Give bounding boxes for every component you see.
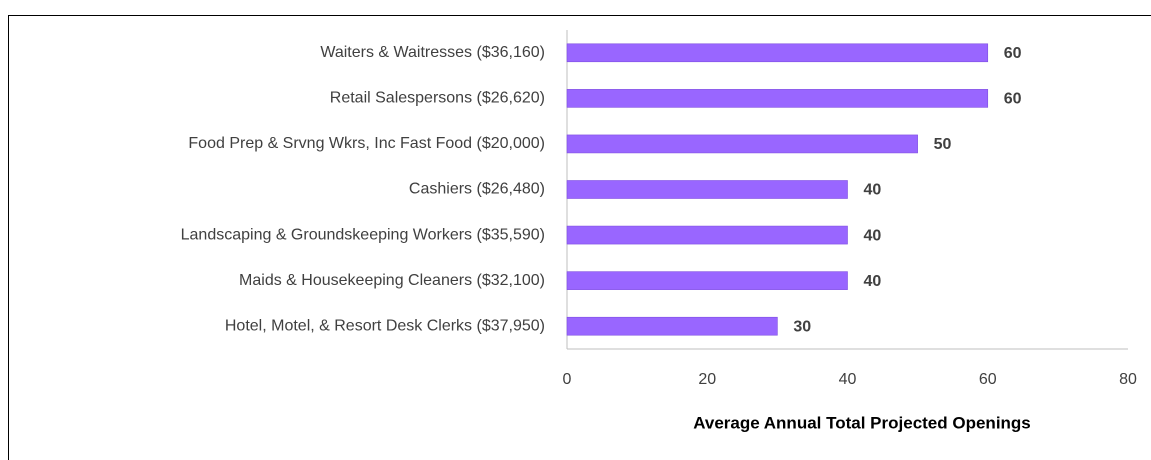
y-tick-label: Food Prep & Srvng Wkrs, Inc Fast Food ($… [188,135,545,152]
y-tick-label: Retail Salespersons ($26,620) [330,90,545,107]
bar [566,225,848,245]
bar [566,316,778,336]
bar [566,89,989,108]
bar [566,43,989,63]
value-label: 60 [1004,45,1022,62]
value-label: 30 [793,318,811,335]
x-tick-label: 40 [839,371,857,388]
chart-frame [8,15,1151,460]
bar [566,271,848,290]
bar [566,180,848,199]
value-label: 40 [864,273,882,290]
x-tick-label: 60 [979,371,997,388]
y-tick-label: Waiters & Waitresses ($36,160) [320,44,545,61]
x-tick-label: 80 [1119,371,1137,388]
value-label: 50 [934,136,952,153]
y-tick-label: Maids & Housekeeping Cleaners ($32,100) [239,272,545,289]
value-label: 40 [864,227,882,244]
bar [566,134,918,154]
value-label: 40 [864,182,882,199]
x-axis-label: Average Annual Total Projected Openings [693,413,1031,432]
y-tick-label: Landscaping & Groundskeeping Workers ($3… [181,226,545,243]
x-tick-label: 20 [698,371,716,388]
y-tick-label: Hotel, Motel, & Resort Desk Clerks ($37,… [225,317,545,334]
value-label: 60 [1004,91,1022,108]
y-tick-label: Cashiers ($26,480) [409,181,545,198]
x-tick-label: 0 [563,371,572,388]
